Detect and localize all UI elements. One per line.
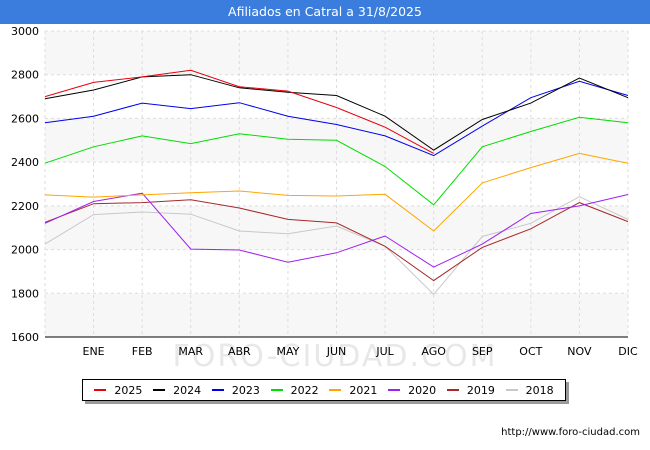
legend-item-2019: 2019 <box>446 383 495 397</box>
x-tick-label: JUL <box>375 345 394 358</box>
legend-label: 2021 <box>349 383 378 397</box>
series-line-2020 <box>44 192 629 268</box>
legend-item-2021: 2021 <box>329 384 377 397</box>
legend-item-2025: 2025 <box>94 384 142 397</box>
y-tick-label: 2800 <box>11 69 39 82</box>
y-tick-label: 1600 <box>11 331 39 344</box>
grid-lines <box>44 30 629 338</box>
x-axis-ticks: ENE FEB MAR ABR MAY JUN JUL AGO SEP OCT NOV DIC <box>83 345 638 358</box>
x-tick-label: MAR <box>178 345 203 358</box>
legend-swatch <box>211 389 224 391</box>
legend-item-2020: 2020 <box>388 384 436 397</box>
chart-title: Afiliados en Catral a 31/8/2025 <box>0 0 650 24</box>
legend-swatch <box>270 389 283 391</box>
legend-item-2023: 2023 <box>211 383 260 397</box>
series-line-2021 <box>44 152 629 232</box>
legend-swatch <box>446 389 459 391</box>
x-tick-label: NOV <box>567 345 592 358</box>
y-tick-label: 2000 <box>11 244 39 257</box>
y-axis-ticks: 1600 1800 2000 2200 2400 2600 2800 3000 <box>11 25 39 344</box>
legend-swatch <box>388 389 401 391</box>
source-url: http://www.foro-ciudad.com <box>501 427 640 438</box>
x-tick-label: ABR <box>228 345 251 358</box>
series-line-2022 <box>44 116 629 206</box>
y-tick-label: 2200 <box>11 200 39 213</box>
legend-label: 2018 <box>525 383 554 397</box>
y-tick-label: 3000 <box>11 25 39 38</box>
legend-label: 2023 <box>231 383 260 397</box>
x-tick-label: AGO <box>421 345 446 358</box>
legend-label: 2022 <box>290 383 319 397</box>
series-line-2019 <box>44 199 629 282</box>
series-lines <box>44 69 629 296</box>
series-line-2018 <box>44 196 629 296</box>
legend-label: 2025 <box>114 383 143 397</box>
legend-swatch <box>329 389 342 391</box>
x-tick-label: DIC <box>618 345 638 358</box>
y-tick-label: 2600 <box>11 112 39 125</box>
x-tick-label: SEP <box>472 345 493 358</box>
legend-label: 2020 <box>408 383 437 397</box>
legend-item-2018: 2018 <box>505 383 554 397</box>
x-tick-label: JUN <box>326 345 347 358</box>
legend-label: 2024 <box>173 383 202 397</box>
watermark: FORO-CIUDAD.COM <box>173 339 498 374</box>
y-tick-label: 2400 <box>11 156 39 169</box>
x-tick-label: OCT <box>519 345 542 358</box>
series-line-2025 <box>44 69 434 154</box>
x-tick-label: ENE <box>83 345 105 358</box>
x-tick-label: FEB <box>132 345 153 358</box>
legend-swatch <box>153 389 166 391</box>
legend: 2025 2024 2023 2022 2021 2020 2019 2018 <box>82 379 566 401</box>
y-tick-label: 1800 <box>11 287 39 300</box>
legend-item-2024: 2024 <box>153 384 201 397</box>
x-tick-label: MAY <box>276 345 299 358</box>
legend-swatch <box>94 389 107 391</box>
legend-label: 2019 <box>466 383 495 397</box>
legend-swatch <box>505 389 518 391</box>
legend-item-2022: 2022 <box>270 383 319 397</box>
series-line-2023 <box>44 80 629 157</box>
